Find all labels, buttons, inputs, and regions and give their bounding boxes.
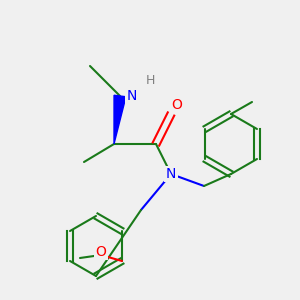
Polygon shape — [114, 95, 126, 144]
Text: N: N — [166, 167, 176, 181]
Text: H: H — [145, 74, 155, 88]
Text: O: O — [95, 245, 106, 259]
Text: O: O — [172, 98, 182, 112]
Text: N: N — [127, 89, 137, 103]
